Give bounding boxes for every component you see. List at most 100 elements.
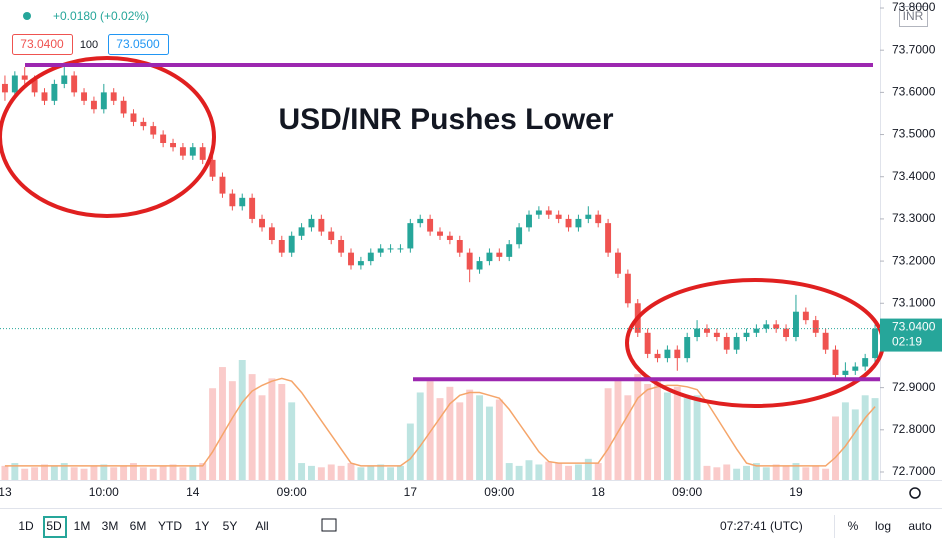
- y-tick-label: 73.2000: [892, 253, 936, 267]
- candle-body: [298, 227, 305, 236]
- candle-body: [704, 328, 710, 333]
- x-tick-label: 14: [186, 485, 200, 499]
- volume-bar: [416, 392, 424, 480]
- candle-body: [160, 134, 167, 143]
- volume-bar: [584, 458, 592, 480]
- range-button[interactable]: 3M: [102, 519, 119, 533]
- candle-body: [81, 92, 88, 101]
- candle-body: [476, 261, 483, 270]
- clock: 07:27:41 (UTC): [720, 519, 803, 533]
- volume-bar: [476, 395, 484, 480]
- candle-body: [130, 113, 137, 122]
- volume-bar: [555, 463, 563, 480]
- volume-bar: [673, 386, 681, 480]
- volume-bar: [130, 463, 137, 480]
- y-tick-label: 73.5000: [892, 127, 936, 141]
- range-button[interactable]: 1M: [74, 519, 91, 533]
- candle-body: [90, 100, 97, 110]
- range-button[interactable]: 6M: [130, 519, 147, 533]
- y-tick-label: 73.4000: [892, 169, 936, 183]
- volume-bar: [347, 463, 355, 480]
- volume-bar: [802, 467, 810, 480]
- volume-bar: [189, 465, 197, 480]
- x-tick-label: 19: [789, 485, 803, 499]
- candle-body: [595, 214, 602, 224]
- candle-body: [694, 328, 701, 338]
- candle-body: [763, 324, 770, 329]
- candle-body: [407, 223, 414, 249]
- volume-bar: [822, 468, 830, 480]
- candle-body: [51, 83, 58, 101]
- volume-bar: [535, 464, 543, 480]
- candle-body: [842, 370, 849, 375]
- candle-body: [783, 328, 790, 338]
- volume-bar: [317, 467, 325, 480]
- candle-body: [605, 223, 612, 253]
- volume-bar: [110, 467, 118, 480]
- volume-bar: [446, 386, 454, 480]
- candle-body: [466, 252, 473, 270]
- volume-bar: [634, 374, 642, 480]
- candle-body: [427, 218, 434, 232]
- range-button[interactable]: 1D: [18, 519, 34, 533]
- volume-bar: [812, 465, 820, 480]
- candle-body: [41, 92, 48, 101]
- volume-bar: [574, 464, 582, 480]
- y-tick-label: 73.1000: [892, 295, 936, 309]
- ask-price: 73.0500: [116, 37, 160, 51]
- candle-body: [110, 92, 117, 101]
- y-tick-label: 72.8000: [892, 422, 936, 436]
- candle-body: [565, 218, 572, 228]
- volume-bar: [90, 465, 98, 480]
- y-tick-label: 73.6000: [892, 85, 936, 99]
- volume-bar: [792, 463, 800, 480]
- candle-body: [140, 121, 147, 127]
- range-button[interactable]: 5D: [46, 519, 62, 533]
- last-price-tag: [880, 318, 942, 352]
- volume-bar: [100, 464, 108, 480]
- volume-bar: [832, 416, 839, 480]
- bid-box: [12, 34, 73, 55]
- volume-bar: [60, 463, 68, 480]
- scale-option[interactable]: log: [875, 519, 891, 533]
- candle-body: [713, 332, 720, 338]
- range-button[interactable]: YTD: [158, 519, 182, 533]
- volume-bar: [337, 465, 345, 480]
- candle-body: [170, 142, 176, 148]
- candle-body: [189, 147, 196, 156]
- range-button[interactable]: All: [255, 519, 268, 533]
- volume-bar: [120, 465, 128, 480]
- candle-body: [555, 214, 562, 219]
- candle-body: [575, 218, 582, 228]
- volume-bar: [70, 467, 78, 480]
- candle-body: [822, 332, 829, 350]
- candle-body: [179, 147, 186, 156]
- y-tick-label: 73.7000: [892, 42, 936, 56]
- candle-body: [318, 218, 325, 232]
- compare-icon[interactable]: [321, 518, 337, 532]
- range-button[interactable]: 5Y: [223, 519, 238, 533]
- candle-body: [486, 252, 493, 262]
- candle-body: [387, 248, 394, 250]
- candle-body: [249, 197, 256, 219]
- settings-icon[interactable]: [909, 487, 921, 499]
- candle-body: [506, 244, 513, 257]
- volume-bar: [11, 463, 19, 480]
- volume-bar: [387, 467, 395, 480]
- scale-option[interactable]: %: [848, 519, 859, 533]
- x-tick-label: 09:00: [484, 485, 514, 499]
- candle-body: [585, 214, 592, 219]
- y-tick-label: 73.8000: [892, 0, 936, 14]
- volume-bar: [41, 464, 48, 480]
- volume-bar: [209, 388, 217, 480]
- spread: 100: [80, 39, 98, 51]
- candle-body: [644, 332, 651, 354]
- volume-bar: [505, 463, 513, 480]
- volume-bar: [525, 460, 533, 480]
- volume-bar: [871, 398, 879, 480]
- candle-body: [278, 240, 285, 253]
- candle-body: [397, 248, 404, 250]
- range-button[interactable]: 1Y: [195, 519, 210, 533]
- scale-option[interactable]: auto: [908, 519, 932, 533]
- candle-body: [417, 218, 424, 224]
